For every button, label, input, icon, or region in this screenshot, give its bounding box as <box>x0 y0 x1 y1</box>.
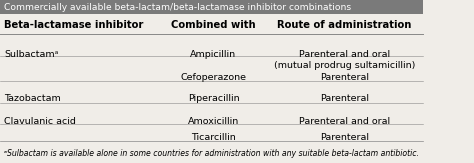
Text: Parenteral: Parenteral <box>320 94 369 103</box>
Text: Ampicillin: Ampicillin <box>191 50 237 59</box>
Text: Cefoperazone: Cefoperazone <box>181 73 246 82</box>
Text: Sulbactamᵃ: Sulbactamᵃ <box>4 50 59 59</box>
Text: Tazobactam: Tazobactam <box>4 94 61 103</box>
Text: ᵃSulbactam is available alone in some countries for administration with any suit: ᵃSulbactam is available alone in some co… <box>4 149 419 158</box>
Text: Ticarcillin: Ticarcillin <box>191 133 236 142</box>
Text: Amoxicillin: Amoxicillin <box>188 117 239 126</box>
FancyBboxPatch shape <box>0 0 423 14</box>
Text: Combined with: Combined with <box>171 20 256 30</box>
Text: Parenteral and oral: Parenteral and oral <box>299 117 390 126</box>
Text: Beta-lactamase inhibitor: Beta-lactamase inhibitor <box>4 20 144 30</box>
Text: Route of administration: Route of administration <box>277 20 411 30</box>
Text: Clavulanic acid: Clavulanic acid <box>4 117 76 126</box>
Text: Parenteral and oral
(mutual prodrug sultamicillin): Parenteral and oral (mutual prodrug sult… <box>274 50 415 70</box>
Text: Parenteral: Parenteral <box>320 73 369 82</box>
Text: Piperacillin: Piperacillin <box>188 94 239 103</box>
Text: Commercially available beta-lactam/beta-lactamase inhibitor combinations: Commercially available beta-lactam/beta-… <box>4 2 351 12</box>
Text: Parenteral: Parenteral <box>320 133 369 142</box>
